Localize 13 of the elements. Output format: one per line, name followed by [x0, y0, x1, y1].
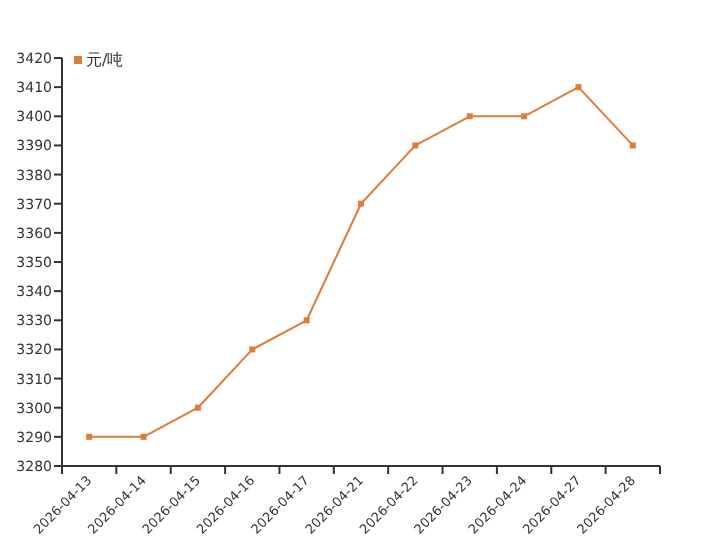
point — [412, 142, 419, 149]
point — [140, 433, 147, 440]
point — [194, 404, 201, 411]
line-series — [86, 84, 636, 440]
point — [629, 142, 636, 149]
legend-label: 元/吨 — [86, 51, 124, 69]
point — [358, 200, 364, 207]
point — [249, 346, 256, 353]
point — [86, 433, 93, 440]
point — [521, 113, 528, 120]
point — [575, 84, 582, 91]
point — [466, 113, 473, 120]
point — [303, 317, 310, 324]
